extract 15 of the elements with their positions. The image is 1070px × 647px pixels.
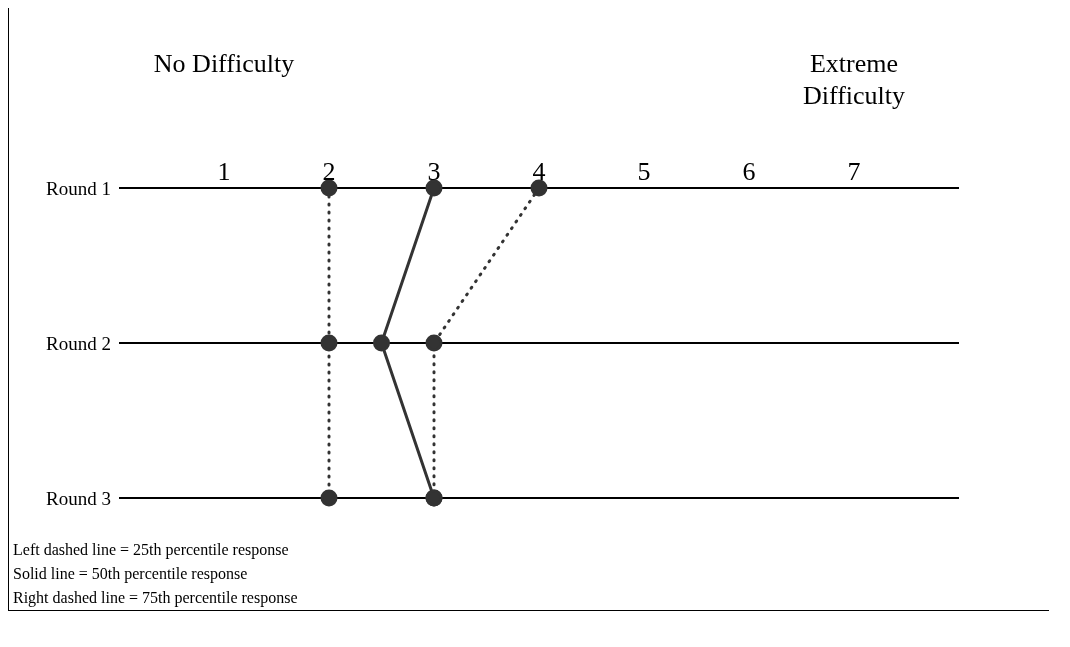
text: Right dashed line = 75th percentile response (13, 588, 299, 609)
text: Extreme Difficulty (801, 48, 907, 112)
x-tick-label: 3 (427, 157, 441, 186)
text: No Difficulty (152, 48, 296, 80)
x-tick-label: 6 (742, 157, 756, 186)
x-tick-label: 1 (217, 157, 231, 186)
x-tick-label: 4 (532, 157, 546, 186)
x-tick-label: 5 (637, 157, 651, 186)
y-tick-label: Round 1 (46, 177, 111, 199)
y-tick-label: Round 2 (46, 332, 111, 354)
x-tick-label: 2 (322, 157, 336, 186)
y-tick-label: Round 3 (46, 487, 111, 509)
x-tick-label: 7 (847, 157, 861, 186)
annotation: Left dashed line = 25th percentile response (13, 540, 290, 561)
annotation: Solid line = 50th percentile response (13, 564, 249, 585)
